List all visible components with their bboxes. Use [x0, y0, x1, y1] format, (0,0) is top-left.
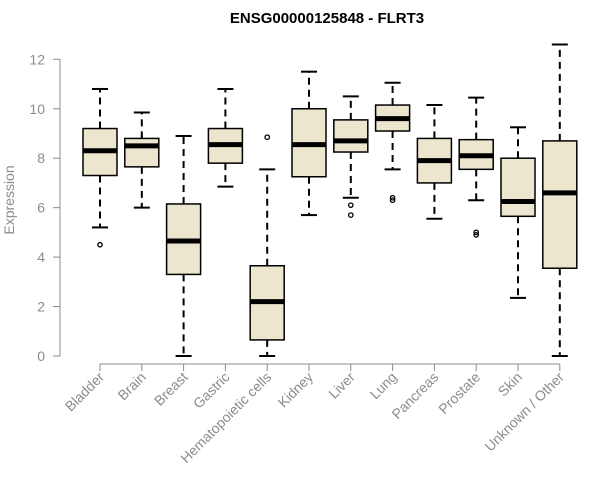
y-tick-label: 2: [37, 299, 45, 315]
y-tick-label: 12: [29, 51, 45, 67]
box-lung: [374, 81, 411, 204]
box-prostate: [458, 96, 494, 238]
y-tick-label: 6: [37, 200, 45, 216]
box-bladder: [82, 87, 118, 248]
box-breast: [165, 134, 202, 357]
iqr-box: [500, 157, 536, 218]
outlier-point: [347, 202, 354, 209]
box-brain: [124, 111, 160, 209]
x-tick-label: Breast: [151, 369, 191, 409]
outlier-point: [389, 194, 396, 201]
y-tick-label: 10: [29, 101, 45, 117]
x-tick-label: Skin: [495, 369, 526, 400]
x-tick-label: Prostate: [435, 369, 483, 417]
outlier-point: [347, 212, 354, 218]
boxes-group: [82, 43, 578, 357]
box-pancreas: [416, 104, 453, 220]
outlier-point: [389, 197, 396, 204]
x-tick-label: Bladder: [62, 369, 108, 415]
y-tick-label: 4: [37, 249, 45, 265]
x-tick-label: Liver: [325, 369, 358, 402]
iqr-box: [542, 140, 578, 269]
outlier-point: [264, 134, 271, 141]
box-liver: [333, 95, 369, 218]
y-tick-label: 8: [37, 150, 45, 166]
chart-title: ENSG00000125848 - FLRT3: [230, 10, 424, 27]
iqr-box: [333, 119, 369, 153]
x-tick-label: Unknown / Other: [481, 369, 567, 455]
outlier-point: [97, 241, 103, 248]
y-tick-label: 0: [37, 348, 45, 364]
y-axis-label: Expression: [1, 165, 17, 234]
outlier-point: [473, 232, 480, 238]
iqr-box: [124, 137, 160, 168]
box-unknown-other: [542, 43, 578, 357]
x-tick-label: Brain: [114, 369, 148, 403]
x-tick-label: Kidney: [275, 369, 317, 411]
y-axis: 0 2 4 6 8 10 12: [29, 51, 61, 364]
outlier-point: [473, 229, 480, 236]
x-tick-label: Lung: [366, 369, 399, 402]
box-skin: [500, 126, 536, 299]
box-kidney: [291, 70, 327, 217]
box-hematopoietic-cells: [249, 134, 285, 357]
box-gastric: [207, 87, 244, 188]
